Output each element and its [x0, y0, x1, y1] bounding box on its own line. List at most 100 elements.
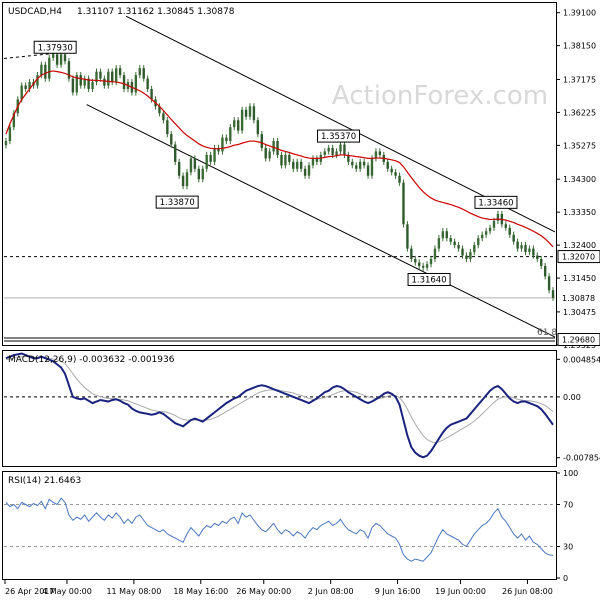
candle-body	[406, 224, 409, 249]
candle	[12, 110, 16, 131]
candle-body	[20, 85, 23, 100]
candle-body	[99, 71, 102, 79]
candle	[111, 68, 114, 86]
candle	[162, 110, 165, 124]
candle	[146, 75, 149, 93]
candle-body	[418, 262, 421, 266]
candle-body	[366, 165, 370, 176]
rsi-line	[5, 497, 554, 562]
candle-body	[425, 264, 429, 268]
candle-body	[547, 276, 551, 291]
candle-body	[449, 238, 452, 242]
rsi-tick-label: 30	[563, 543, 573, 552]
price-tag-box	[557, 332, 600, 346]
candle-body	[465, 255, 468, 259]
candle	[205, 151, 208, 172]
candle-body	[67, 61, 71, 79]
swing-annotation: 1.35370	[317, 129, 361, 143]
price-panel-frame	[2, 2, 557, 346]
candle-body	[142, 68, 145, 79]
candle	[87, 75, 90, 93]
candle	[406, 221, 409, 252]
candle-body	[520, 245, 523, 249]
annotation-box	[474, 195, 518, 209]
candle	[177, 158, 181, 179]
candle-body	[536, 255, 539, 259]
candle	[24, 82, 27, 93]
candle-body	[390, 168, 393, 173]
candle	[181, 172, 185, 190]
candle	[8, 124, 12, 145]
price-tick-label: 1.35275	[563, 141, 596, 150]
time-tick-label: 19 Jun 00:00	[435, 587, 486, 596]
candle-body	[457, 245, 460, 249]
candle-body	[477, 238, 480, 246]
candle	[236, 117, 240, 134]
swing-annotation: 1.33460	[474, 195, 518, 209]
candle	[95, 68, 98, 86]
candle	[280, 151, 283, 169]
candle	[67, 58, 71, 82]
price-tick-label: 1.37175	[563, 75, 596, 84]
time-tick-label: 26 May 00:00	[236, 587, 291, 596]
candle-body	[351, 161, 354, 166]
time-tick-label: 9 Jun 16:00	[375, 587, 421, 596]
candle	[99, 68, 102, 82]
rsi-tick-label: 70	[563, 501, 573, 510]
candle-body	[469, 252, 472, 259]
candle	[480, 231, 484, 242]
candle-body	[189, 158, 193, 173]
candle	[252, 103, 256, 124]
candle-body	[323, 151, 326, 155]
candle	[323, 148, 326, 159]
candle-body	[414, 259, 417, 263]
candle-body	[551, 290, 555, 298]
candle-body	[236, 120, 240, 131]
candle	[134, 72, 138, 96]
candle	[158, 103, 161, 117]
candle-body	[166, 120, 169, 135]
candle-body	[248, 106, 252, 117]
candle	[36, 72, 39, 89]
candle	[453, 238, 456, 249]
candle-body	[532, 248, 535, 256]
price-tick-label: 1.36225	[563, 108, 596, 117]
candle	[268, 148, 271, 162]
candle	[378, 148, 382, 159]
candle	[516, 238, 519, 252]
candle	[465, 252, 468, 263]
candle-body	[174, 144, 177, 162]
candle-body	[453, 241, 456, 246]
candle-body	[284, 154, 287, 166]
annotation-box	[317, 129, 361, 143]
candle-body	[268, 151, 271, 159]
candle	[244, 106, 248, 120]
candle	[75, 72, 79, 96]
candle-body	[480, 234, 484, 239]
candle	[429, 255, 433, 268]
time-tick-label: 11 May 08:00	[106, 587, 161, 596]
candle-body	[429, 259, 433, 265]
rsi-label: RSI(14) 21.6463	[8, 476, 81, 486]
candle-body	[63, 54, 67, 62]
candle-body	[264, 147, 267, 159]
candle	[256, 117, 260, 138]
candle-body	[496, 213, 500, 221]
candle-body	[209, 154, 212, 162]
candle-body	[177, 161, 181, 176]
time-tick-label: 26 Jun 08:00	[502, 587, 553, 596]
candle	[370, 155, 374, 179]
candle-body	[193, 158, 197, 169]
candle	[410, 245, 413, 263]
candle-body	[103, 78, 106, 86]
candle-body	[280, 154, 283, 166]
candle-body	[421, 265, 425, 268]
candle	[48, 54, 51, 82]
candle	[272, 137, 275, 155]
candle-body	[111, 71, 114, 83]
candle	[374, 148, 378, 162]
candle-body	[504, 224, 508, 228]
candle-body	[40, 64, 43, 76]
candle	[299, 158, 303, 172]
